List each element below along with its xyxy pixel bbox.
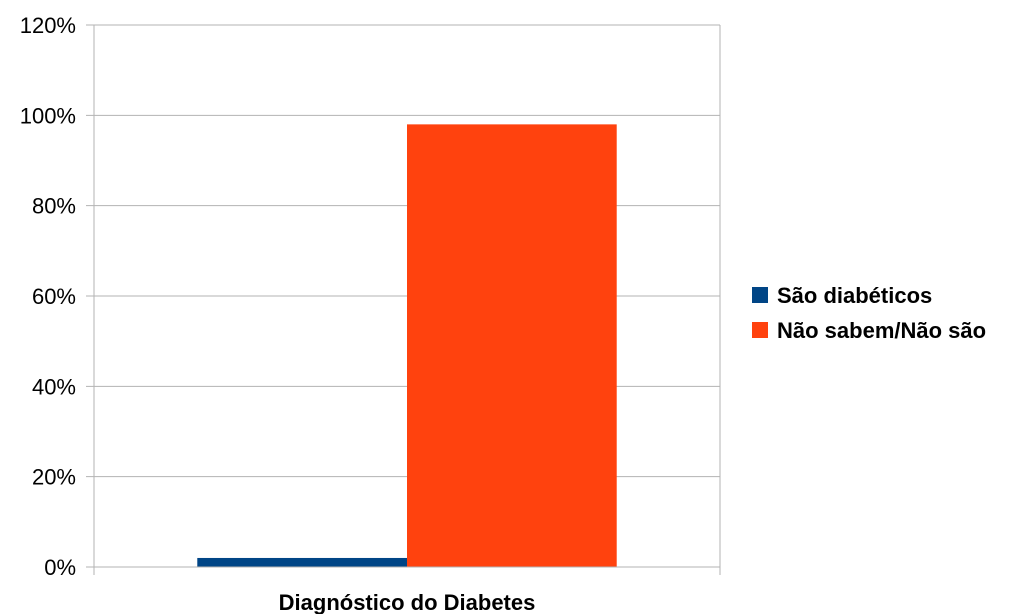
bar-nao-sabem-nao-sao	[407, 124, 617, 567]
x-axis-labels: Diagnóstico do Diabetes	[279, 590, 536, 614]
legend-label: Não sabem/Não são	[777, 318, 986, 343]
gridlines	[86, 24, 720, 568]
y-tick-label: 40%	[32, 374, 76, 399]
y-tick-label: 80%	[32, 194, 76, 219]
x-category-label: Diagnóstico do Diabetes	[279, 590, 536, 614]
legend-label: São diabéticos	[777, 283, 932, 308]
y-tick-label: 60%	[32, 284, 76, 309]
legend-swatch	[752, 287, 768, 303]
axes	[93, 25, 721, 575]
bars	[197, 124, 617, 567]
y-tick-label: 20%	[32, 465, 76, 490]
legend-swatch	[752, 322, 768, 338]
bar-sao-diabeticos	[197, 557, 407, 567]
y-tick-label: 100%	[20, 103, 76, 128]
y-tick-label: 120%	[20, 13, 76, 38]
y-axis-ticks: 0% 20% 40% 60% 80% 100% 120%	[20, 13, 76, 580]
y-tick-label: 0%	[44, 555, 76, 580]
legend: São diabéticos Não sabem/Não são	[752, 283, 986, 343]
